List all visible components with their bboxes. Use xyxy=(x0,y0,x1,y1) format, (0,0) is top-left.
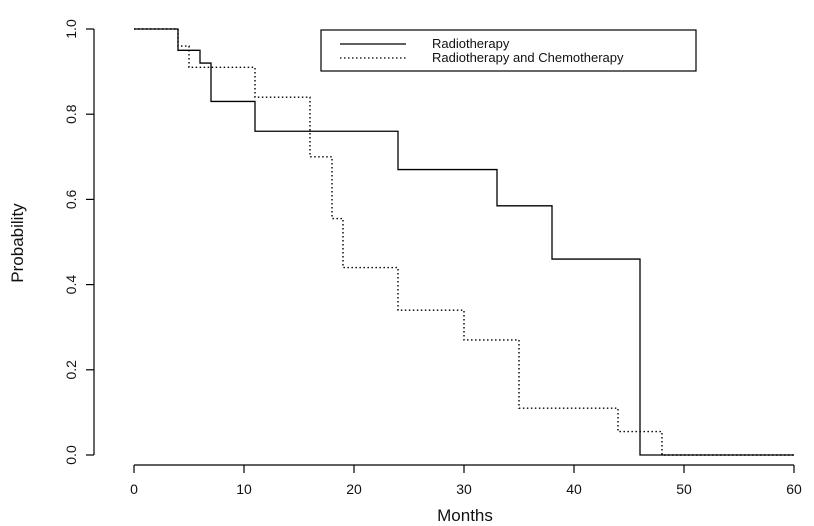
x-tick-label: 40 xyxy=(566,481,582,497)
y-tick-label: 0.6 xyxy=(63,189,79,209)
legend: Radiotherapy Radiotherapy and Chemothera… xyxy=(320,29,697,72)
y-tick-label: 0.4 xyxy=(63,275,79,295)
x-tick-label: 0 xyxy=(130,481,138,497)
legend-box xyxy=(320,29,697,72)
y-tick-label: 0.2 xyxy=(63,360,79,380)
x-tick-label: 20 xyxy=(346,481,362,497)
series-layer xyxy=(134,28,794,456)
x-tick-label: 50 xyxy=(676,481,692,497)
axes: 0 10 20 30 40 50 60 0.0 0.2 0.4 0.6 0.8 1.0 xyxy=(63,19,802,497)
x-tick-label: 10 xyxy=(236,481,252,497)
y-tick-label: 1.0 xyxy=(63,19,79,39)
series-line-radiotherapy-chemotherapy xyxy=(134,28,794,456)
y-axis-label: Probability xyxy=(8,203,27,283)
y-tick-label: 0.0 xyxy=(63,445,79,465)
series-line-radiotherapy xyxy=(134,28,794,456)
x-tick-label: 30 xyxy=(456,481,472,497)
x-tick-label: 60 xyxy=(786,481,802,497)
legend-label-radiotherapy-chemotherapy: Radiotherapy and Chemotherapy xyxy=(432,50,624,65)
x-axis-label: Months xyxy=(437,506,493,525)
y-tick-label: 0.8 xyxy=(63,104,79,124)
legend-label-radiotherapy: Radiotherapy xyxy=(432,36,510,51)
